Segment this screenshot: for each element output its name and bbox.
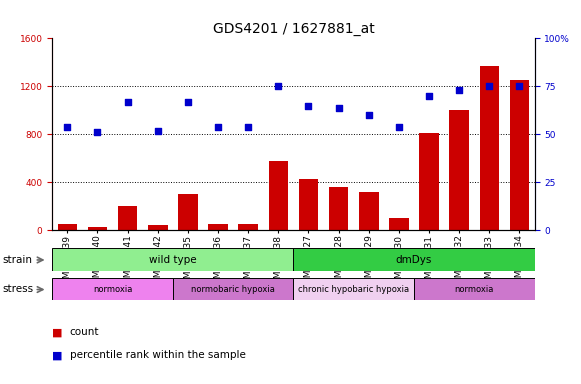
Point	[424, 93, 433, 99]
Text: count: count	[70, 327, 99, 337]
Point	[394, 124, 404, 130]
Text: normoxia: normoxia	[93, 285, 132, 294]
Text: percentile rank within the sample: percentile rank within the sample	[70, 350, 246, 360]
Bar	[414, 278, 535, 300]
Text: dmDys: dmDys	[396, 255, 432, 265]
Bar	[479, 66, 499, 230]
Point	[153, 127, 163, 134]
Text: strain: strain	[3, 255, 33, 265]
Bar	[58, 224, 77, 230]
Bar	[148, 225, 167, 230]
Point	[485, 83, 494, 89]
Bar	[510, 80, 529, 230]
Bar	[389, 218, 408, 230]
Point	[123, 99, 132, 105]
Title: GDS4201 / 1627881_at: GDS4201 / 1627881_at	[213, 22, 374, 36]
Bar	[293, 278, 414, 300]
Bar	[208, 224, 228, 230]
Bar	[449, 111, 469, 230]
Bar	[88, 227, 107, 230]
Point	[304, 103, 313, 109]
Bar	[52, 278, 173, 300]
Bar	[178, 194, 198, 230]
Point	[515, 83, 524, 89]
Point	[243, 124, 253, 130]
Bar	[173, 278, 293, 300]
Text: normobaric hypoxia: normobaric hypoxia	[191, 285, 275, 294]
Point	[274, 83, 283, 89]
Text: ■: ■	[52, 350, 66, 360]
Bar	[268, 161, 288, 230]
Text: wild type: wild type	[149, 255, 196, 265]
Text: ■: ■	[52, 327, 66, 337]
Point	[213, 124, 223, 130]
Bar	[359, 192, 379, 230]
Text: chronic hypobaric hypoxia: chronic hypobaric hypoxia	[298, 285, 409, 294]
Bar	[293, 248, 535, 271]
Point	[63, 124, 72, 130]
Point	[454, 87, 464, 93]
Point	[93, 129, 102, 136]
Bar	[419, 133, 439, 230]
Point	[183, 99, 192, 105]
Text: normoxia: normoxia	[454, 285, 494, 294]
Bar	[118, 207, 138, 230]
Bar	[299, 179, 318, 230]
Bar	[52, 248, 293, 271]
Bar	[329, 187, 349, 230]
Text: stress: stress	[3, 284, 34, 294]
Point	[334, 104, 343, 111]
Bar	[238, 224, 258, 230]
Point	[364, 112, 374, 118]
